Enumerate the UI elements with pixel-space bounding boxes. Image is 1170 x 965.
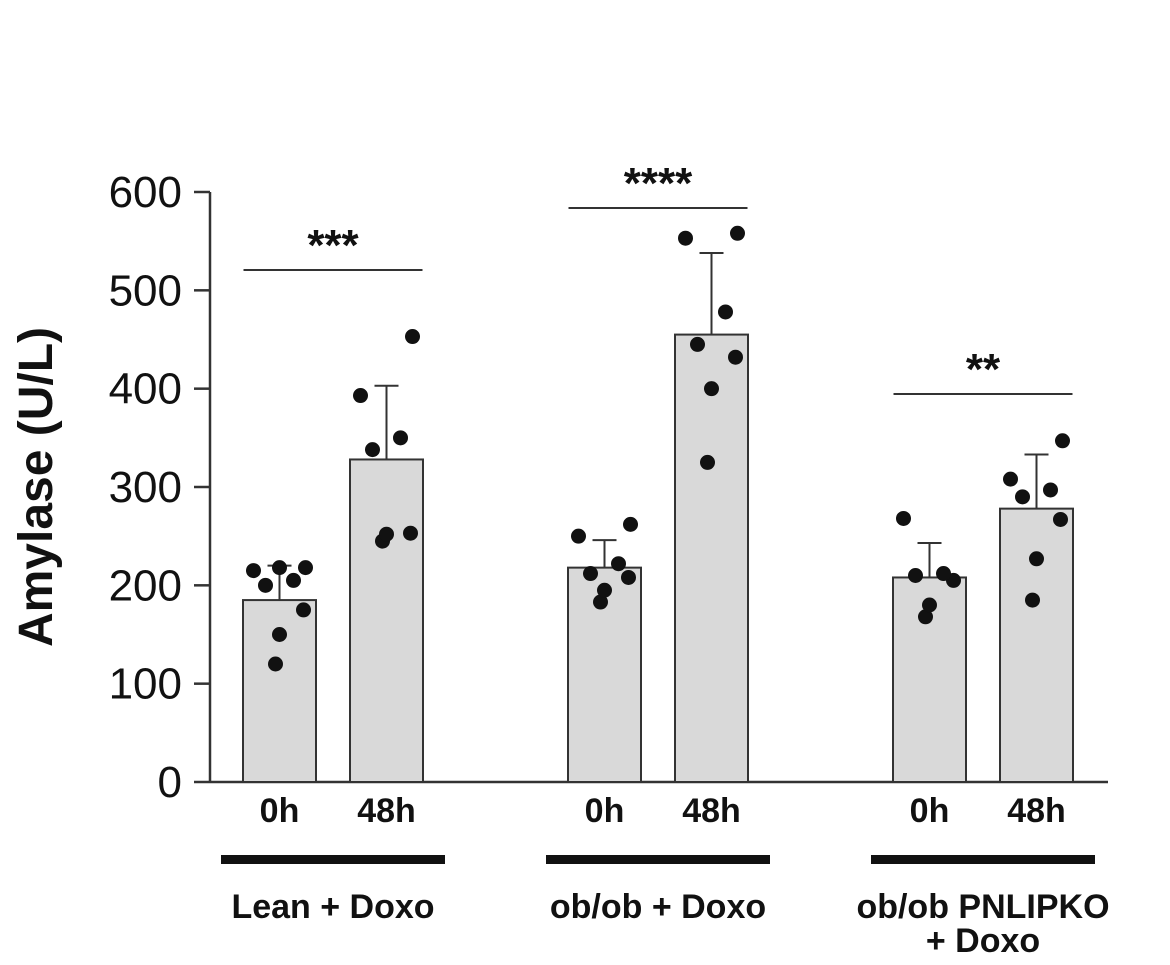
x-category-label: 0h: [585, 792, 625, 830]
data-point: [700, 454, 715, 470]
group-label: + Doxo: [926, 922, 1040, 960]
data-point: [365, 442, 380, 458]
category-labels: 0h 48h Lean + Doxo 0h 48h ob/ob + Doxo 0h 48h ob…: [221, 792, 1110, 960]
data-point: [728, 349, 743, 365]
x-category-label: 48h: [682, 792, 741, 830]
x-category-label: 0h: [260, 792, 300, 830]
data-point: [593, 594, 608, 610]
data-point: [272, 627, 287, 642]
y-tick-label: 100: [109, 660, 182, 709]
group-label: ob/ob PNLIPKO: [856, 888, 1109, 926]
y-tick-label: 500: [109, 266, 182, 315]
data-point: [571, 528, 586, 544]
data-point: [1053, 511, 1068, 527]
axes: 0 100 200 300 400 500 600: [109, 168, 1108, 807]
bar: [349, 458, 424, 783]
data-point: [1055, 433, 1070, 449]
data-point: [896, 510, 911, 526]
group-underline: [221, 855, 445, 864]
bars: [242, 333, 1074, 784]
data-point: [730, 225, 745, 241]
data-point: [918, 609, 933, 625]
data-point: [583, 566, 598, 582]
data-point: [258, 577, 273, 593]
significance-annotations: *********: [243, 159, 1073, 395]
data-point: [623, 516, 638, 532]
data-point: [268, 656, 283, 672]
y-tick-label: 200: [109, 561, 182, 610]
data-point: [908, 568, 923, 583]
data-point: [704, 381, 719, 397]
error-bars: [267, 251, 1049, 601]
data-point: [1003, 471, 1018, 487]
data-point: [1015, 489, 1030, 505]
group-label: ob/ob + Doxo: [550, 888, 766, 926]
data-point: [718, 304, 733, 320]
x-category-label: 48h: [1007, 792, 1066, 830]
data-point: [936, 566, 951, 582]
bar: [999, 507, 1074, 783]
data-point: [597, 582, 612, 598]
data-point: [1043, 482, 1058, 498]
data-point: [1025, 592, 1040, 608]
data-point: [353, 388, 368, 404]
data-point: [296, 602, 311, 618]
group-label: Lean + Doxo: [231, 888, 434, 926]
data-point: [286, 572, 301, 588]
bar: [674, 333, 749, 783]
data-point: [403, 525, 418, 541]
data-point: [272, 560, 287, 576]
y-tick-label: 0: [158, 758, 182, 807]
significance-stars: ****: [624, 159, 693, 208]
x-category-label: 48h: [357, 792, 416, 830]
data-point: [405, 329, 420, 345]
significance-stars: **: [966, 345, 1001, 394]
data-point: [246, 563, 261, 579]
group-underline: [871, 855, 1095, 864]
data-point: [611, 556, 626, 572]
data-point: [678, 230, 693, 246]
y-axis-label: Amylase (U/L): [10, 327, 63, 647]
x-category-label: 0h: [910, 792, 950, 830]
data-point: [922, 597, 937, 613]
data-points: [246, 225, 1070, 672]
data-point: [621, 569, 636, 585]
data-point: [690, 336, 705, 352]
data-point: [298, 560, 313, 576]
data-point: [1029, 551, 1044, 567]
y-tick-label: 600: [109, 168, 182, 217]
data-point: [379, 526, 394, 542]
data-point: [393, 430, 408, 446]
y-tick-label: 400: [109, 365, 182, 414]
significance-stars: ***: [307, 221, 359, 270]
y-tick-label: 300: [109, 463, 182, 512]
group-underline: [546, 855, 770, 864]
